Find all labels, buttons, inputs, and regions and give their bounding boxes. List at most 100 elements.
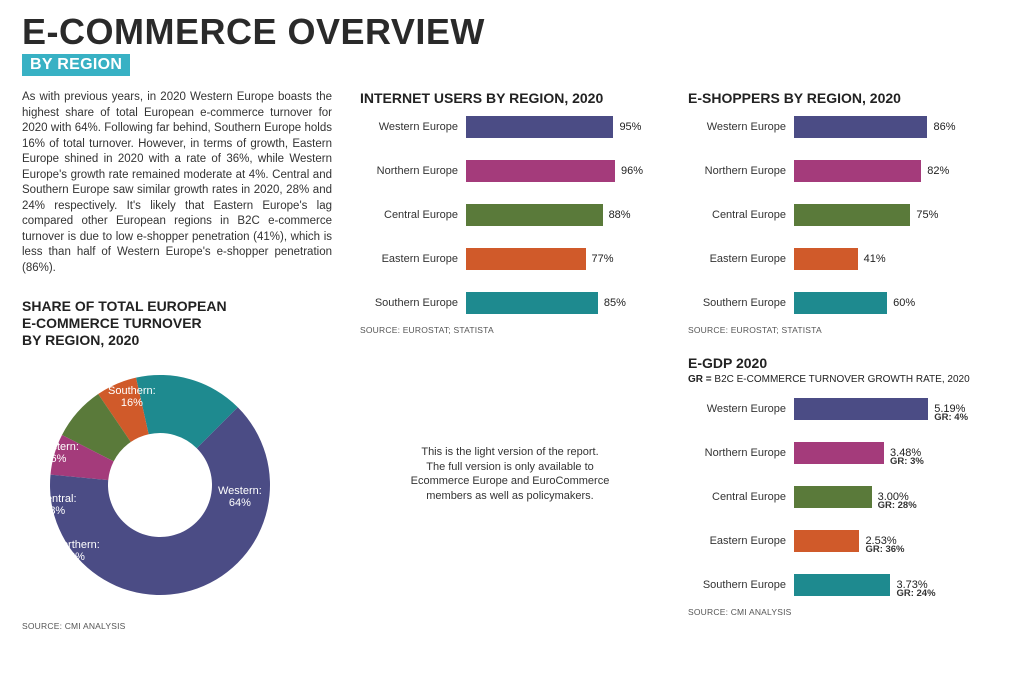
bar-value: 95% [619, 121, 641, 133]
note-l1: This is the light version of the report. [421, 446, 598, 458]
bar-row: Western Europe5.19%GR: 4% [688, 395, 988, 423]
intro-paragraph: As with previous years, in 2020 Western … [22, 90, 332, 276]
bar-label: Eastern Europe [360, 253, 466, 265]
bar-track: 85% [466, 292, 660, 314]
bar-value: 82% [927, 165, 949, 177]
bar-track: 95% [466, 116, 660, 138]
bar-value: 75% [916, 209, 938, 221]
bar-label: Eastern Europe [688, 535, 794, 547]
bar-value: 96% [621, 165, 643, 177]
bar-row: Northern Europe 82% [688, 157, 988, 185]
page-title: E-COMMERCE OVERVIEW [22, 14, 988, 50]
bar-row: Southern Europe3.73%GR: 24% [688, 571, 988, 599]
donut-title-l3: BY REGION, 2020 [22, 332, 139, 348]
note-l3: Ecommerce Europe and EuroCommerce [411, 475, 610, 487]
bar-fill [466, 160, 615, 182]
main-layout: As with previous years, in 2020 Western … [22, 90, 988, 631]
eshoppers-chart: Western Europe86% Northern Europe 82% Centr… [688, 113, 988, 317]
bar-fill [466, 204, 603, 226]
bar-row: Central Europe 75% [688, 201, 988, 229]
bar-track: 77% [466, 248, 660, 270]
bar-label: Western Europe [360, 121, 466, 133]
eshoppers-source: SOURCE: EUROSTAT; STATISTA [688, 325, 988, 335]
donut-title: SHARE OF TOTAL EUROPEAN E-COMMERCE TURNO… [22, 298, 332, 348]
bar-row: Northern Europe 96% [360, 157, 660, 185]
bar-label: Central Europe [360, 209, 466, 221]
donut-chart: Southern:16%Eastern:6%Central:8%Northern… [30, 355, 290, 615]
bar-track: 75% [794, 204, 988, 226]
bar-row: Western Europe86% [688, 113, 988, 141]
egdp-source: SOURCE: CMI ANALYSIS [688, 607, 988, 617]
internet-users-source: SOURCE: EUROSTAT; STATISTA [360, 325, 660, 335]
subtitle-badge: BY REGION [22, 54, 130, 76]
bar-fill [794, 292, 887, 314]
bar-label: Northern Europe [688, 165, 794, 177]
bar-fill [794, 486, 872, 508]
bar-value: 85% [604, 297, 626, 309]
bar-track: 2.53%GR: 36% [794, 530, 988, 552]
bar-label: Eastern Europe [688, 253, 794, 265]
bar-label: Central Europe [688, 209, 794, 221]
egdp-title: E-GDP 2020 [688, 355, 988, 372]
bar-fill [794, 574, 890, 596]
note-l4: members as well as policymakers. [426, 490, 594, 502]
bar-row: Western Europe 95% [360, 113, 660, 141]
bar-track: 3.73%GR: 24% [794, 574, 988, 596]
bar-label: Northern Europe [360, 165, 466, 177]
bar-gr: GR: 4% [934, 412, 968, 423]
egdp-chart: Western Europe5.19%GR: 4% Northern Europe… [688, 395, 988, 599]
bar-row: Southern Europe 85% [360, 289, 660, 317]
bar-label: Northern Europe [688, 447, 794, 459]
bar-fill [794, 442, 884, 464]
bar-fill [466, 248, 586, 270]
eshoppers-title: E-SHOPPERS BY REGION, 2020 [688, 90, 988, 107]
bar-track: 3.48%GR: 3% [794, 442, 988, 464]
bar-label: Western Europe [688, 403, 794, 415]
bar-track: 41% [794, 248, 988, 270]
bar-track: 82% [794, 160, 988, 182]
column-right: E-SHOPPERS BY REGION, 2020 Western Europ… [688, 90, 988, 631]
bar-row: Eastern Europe77% [360, 245, 660, 273]
bar-label: Central Europe [688, 491, 794, 503]
bar-fill [794, 116, 927, 138]
bar-value: 41% [864, 253, 886, 265]
bar-track: 96% [466, 160, 660, 182]
internet-users-title: INTERNET USERS BY REGION, 2020 [360, 90, 660, 107]
bar-track: 5.19%GR: 4% [794, 398, 988, 420]
egdp-subtitle: GR = B2C E-COMMERCE TURNOVER GROWTH RATE… [688, 374, 988, 385]
bar-track: 88% [466, 204, 660, 226]
bar-gr: GR: 36% [865, 544, 904, 555]
bar-gr: GR: 3% [890, 456, 924, 467]
bar-fill [794, 530, 859, 552]
note-l2: The full version is only available to [426, 461, 594, 473]
bar-label: Southern Europe [688, 579, 794, 591]
bar-row: Eastern Europe2.53%GR: 36% [688, 527, 988, 555]
bar-fill [794, 248, 858, 270]
bar-row: Central Europe3.00%GR: 28% [688, 483, 988, 511]
bar-value: 86% [933, 121, 955, 133]
egdp-section: E-GDP 2020 GR = B2C E-COMMERCE TURNOVER … [688, 355, 988, 617]
donut-section: SHARE OF TOTAL EUROPEAN E-COMMERCE TURNO… [22, 298, 332, 630]
bar-fill [794, 160, 921, 182]
bar-label: Southern Europe [688, 297, 794, 309]
bar-row: Northern Europe3.48%GR: 3% [688, 439, 988, 467]
internet-users-chart: Western Europe 95% Northern Europe 96% Centr… [360, 113, 660, 317]
center-note: This is the light version of the report.… [360, 445, 660, 504]
bar-fill [794, 398, 928, 420]
egdp-sub-text: B2C E-COMMERCE TURNOVER GROWTH RATE, 202… [714, 374, 969, 385]
bar-gr: GR: 24% [896, 588, 935, 599]
bar-fill [794, 204, 910, 226]
bar-row: Eastern Europe 41% [688, 245, 988, 273]
bar-row: Central Europe 88% [360, 201, 660, 229]
bar-fill [466, 116, 613, 138]
bar-value: 88% [609, 209, 631, 221]
column-left: As with previous years, in 2020 Western … [22, 90, 332, 631]
donut-title-l1: SHARE OF TOTAL EUROPEAN [22, 298, 227, 314]
bar-row: Southern Europe60% [688, 289, 988, 317]
bar-track: 86% [794, 116, 988, 138]
bar-label: Southern Europe [360, 297, 466, 309]
bar-fill [466, 292, 598, 314]
donut-source: SOURCE: CMI ANALYSIS [22, 621, 332, 631]
bar-track: 3.00%GR: 28% [794, 486, 988, 508]
egdp-sub-prefix: GR = [688, 374, 714, 385]
